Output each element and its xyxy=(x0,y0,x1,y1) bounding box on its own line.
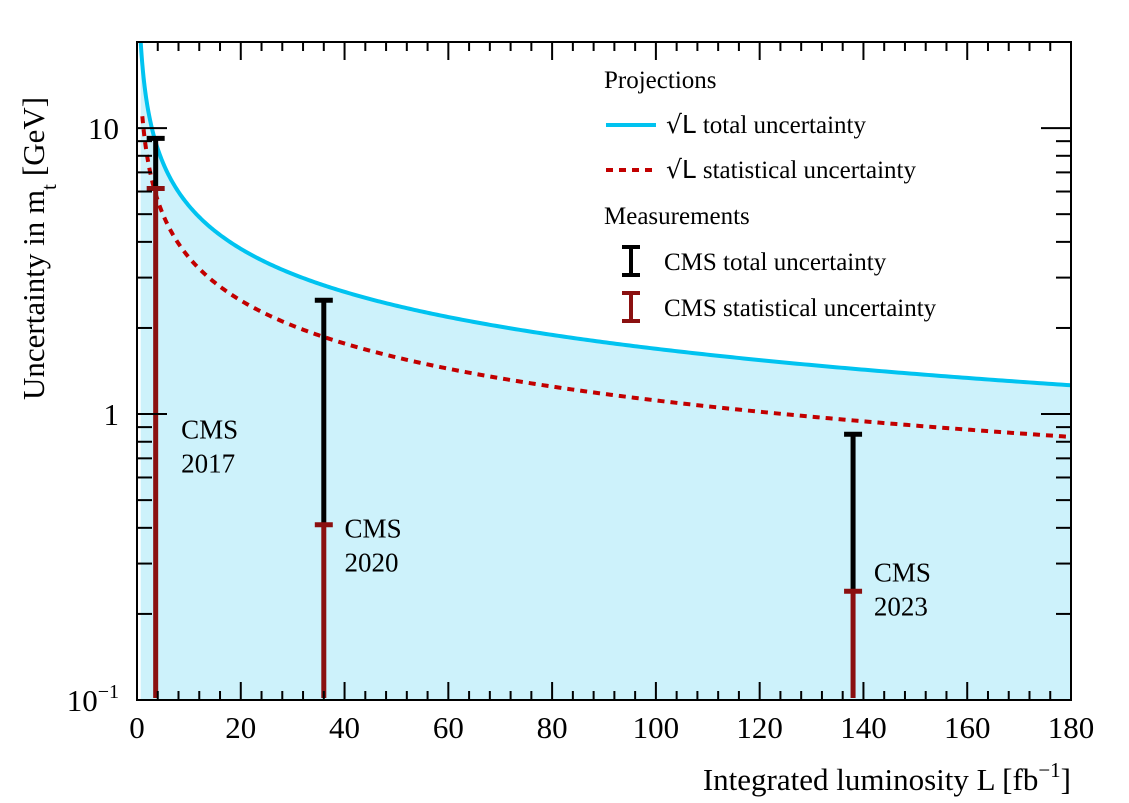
x-tick-label: 140 xyxy=(840,710,887,745)
y-tick-base: 1 xyxy=(104,397,120,432)
total-uncertainty-band xyxy=(140,42,1071,700)
y-axis-label-sub: t xyxy=(37,184,61,190)
legend-sqrt-symbol-2: √L xyxy=(666,155,696,184)
plot-frame xyxy=(136,41,1072,701)
measurements xyxy=(146,135,863,698)
y-tick-base: 10 xyxy=(67,683,98,718)
measurement-label-line: CMS xyxy=(181,415,238,445)
legend-cms-stat-label: CMS statistical uncertainty xyxy=(664,295,937,322)
measurement-label-2020: CMS 2020 xyxy=(345,514,402,578)
measurement-label-line: 2020 xyxy=(345,548,399,578)
x-tick-label: 100 xyxy=(633,710,680,745)
measurement-label-line: CMS xyxy=(345,514,402,544)
x-tick-label: 180 xyxy=(1048,710,1095,745)
legend-total-errorbar-icon xyxy=(622,245,640,277)
measurement-label-line: CMS xyxy=(874,557,931,587)
y-axis-label-main: Uncertainty in m xyxy=(16,190,51,400)
measurement-label-2017: CMS 2017 xyxy=(181,415,238,479)
legend-projections-header: Projections xyxy=(604,67,717,94)
measurement-2023 xyxy=(844,431,863,698)
uncertainty-band xyxy=(140,42,1071,700)
x-tick-label: 20 xyxy=(225,710,256,745)
y-axis-label-unit: [GeV] xyxy=(16,97,51,176)
y-tick-label: 10 xyxy=(88,111,119,146)
legend-total-projection-text: total uncertainty xyxy=(703,112,867,139)
projection-curves xyxy=(138,41,1072,439)
total-projection-curve xyxy=(138,41,1072,388)
legend-stat-projection-text: statistical uncertainty xyxy=(703,157,917,184)
y-axis-label: Uncertainty in mt [GeV] xyxy=(16,97,61,400)
stat-projection-curve xyxy=(140,115,1072,439)
y-tick-base: 10 xyxy=(88,111,119,146)
legend: Projections √L total uncertainty √L statis… xyxy=(604,67,937,323)
x-tick-label: 40 xyxy=(329,710,360,745)
x-tick-label: 160 xyxy=(944,710,991,745)
y-tick-label: 10−1 xyxy=(67,681,119,718)
x-tick-label: 0 xyxy=(129,710,145,745)
legend-sqrt-symbol-1: √L xyxy=(666,110,696,139)
x-axis-label-close: ] xyxy=(1061,762,1071,797)
measurement-2020 xyxy=(314,297,333,698)
legend-measurements-header: Measurements xyxy=(604,203,750,230)
x-axis-label-exp: −1 xyxy=(1038,758,1060,782)
x-tick-label: 80 xyxy=(537,710,568,745)
y-tick-label: 1 xyxy=(104,397,120,432)
x-tick-label: 60 xyxy=(433,710,464,745)
measurement-label-2023: CMS 2023 xyxy=(874,557,931,621)
measurement-label-line: 2017 xyxy=(181,449,235,479)
legend-stat-errorbar-icon xyxy=(622,291,640,323)
measurement-2017 xyxy=(146,135,165,698)
x-axis-label: Integrated luminosity L [fb−1] xyxy=(703,758,1071,797)
measurement-label-line: 2023 xyxy=(874,591,928,621)
x-axis-label-main: Integrated luminosity L [fb xyxy=(703,762,1038,797)
legend-total-projection-label: √L total uncertainty xyxy=(666,110,866,139)
legend-stat-projection-label: √L statistical uncertainty xyxy=(666,155,916,184)
measurement-annotations: CMS 2017 CMS 2020 CMS 2023 xyxy=(181,415,931,622)
y-tick-exp: −1 xyxy=(98,681,119,703)
legend-cms-total-label: CMS total uncertainty xyxy=(664,249,887,276)
x-tick-label: 120 xyxy=(736,710,783,745)
